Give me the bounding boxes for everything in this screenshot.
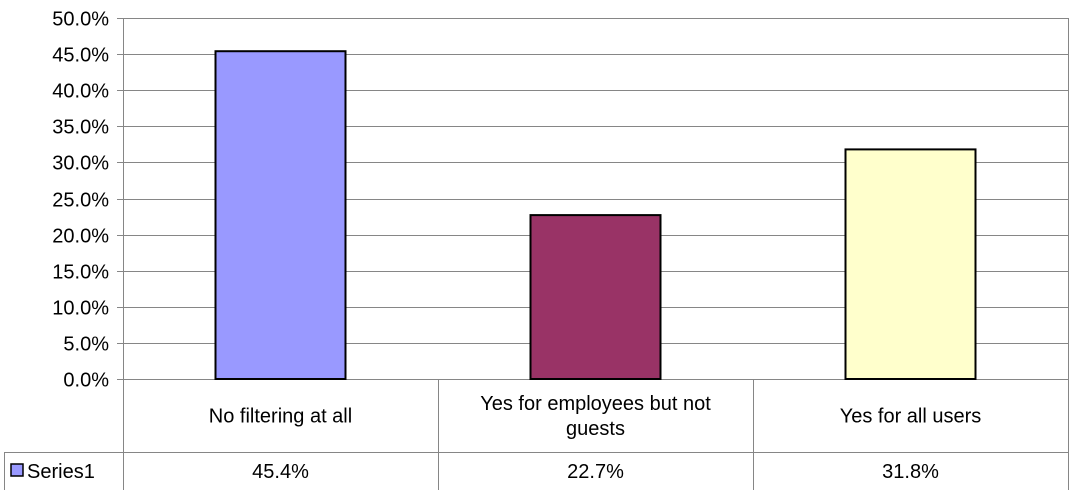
y-tick-label: 45.0% — [52, 45, 109, 67]
bar — [214, 50, 347, 380]
legend-series-name: Series1 — [27, 461, 95, 483]
data-table: No filtering at all Yes for employees but… — [4, 379, 1069, 490]
category-label: No filtering at all — [209, 406, 352, 428]
y-tick-label: 20.0% — [52, 226, 109, 248]
data-label: 22.7% — [567, 461, 624, 483]
data-label: 45.4% — [252, 461, 309, 483]
y-tick-label: 30.0% — [52, 153, 109, 175]
y-tick-label: 25.0% — [52, 190, 109, 212]
y-tick-label: 0.0% — [63, 370, 109, 392]
category-label: Yes for employees but not — [480, 393, 711, 415]
y-axis: 0.0% 5.0% 10.0% 15.0% 20.0% 25.0% 30.0% 35.0% 40… — [52, 9, 1069, 490]
bar — [844, 148, 977, 380]
y-tick-label: 40.0% — [52, 81, 109, 103]
y-tick-label: 15.0% — [52, 262, 109, 284]
y-tick-label: 5.0% — [63, 334, 109, 356]
legend-swatch — [10, 463, 24, 477]
bars — [214, 50, 977, 380]
category-label: Yes for all users — [840, 406, 982, 428]
y-tick-label: 50.0% — [52, 9, 109, 31]
category-label: guests — [566, 418, 625, 440]
y-tick-label: 10.0% — [52, 298, 109, 320]
bar — [529, 214, 662, 380]
y-tick-label: 35.0% — [52, 117, 109, 139]
data-label: 31.8% — [882, 461, 939, 483]
